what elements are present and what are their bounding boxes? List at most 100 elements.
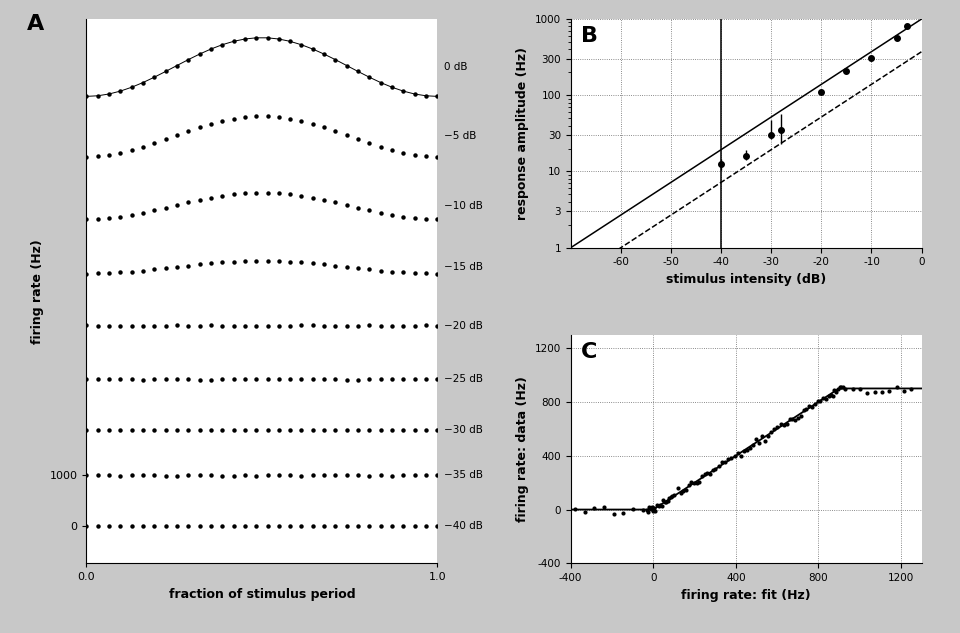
Point xyxy=(596,502,612,512)
X-axis label: firing rate: fit (Hz): firing rate: fit (Hz) xyxy=(682,589,811,601)
Point xyxy=(702,469,717,479)
Point xyxy=(653,500,668,510)
Point xyxy=(651,501,666,511)
Point xyxy=(903,384,919,394)
Point xyxy=(833,382,849,392)
Y-axis label: response amplitude (Hz): response amplitude (Hz) xyxy=(516,47,529,220)
Point xyxy=(827,385,842,396)
Point xyxy=(810,396,826,406)
Point xyxy=(845,384,860,394)
Point xyxy=(577,507,592,517)
Point xyxy=(694,471,709,481)
Point xyxy=(757,436,773,446)
Point xyxy=(730,448,745,458)
Point xyxy=(636,505,651,515)
Point xyxy=(769,422,784,432)
Text: −15 dB: −15 dB xyxy=(444,262,483,272)
Text: −20 dB: −20 dB xyxy=(444,321,483,331)
Point xyxy=(867,387,882,397)
X-axis label: fraction of stimulus period: fraction of stimulus period xyxy=(169,588,355,601)
Point xyxy=(787,415,803,425)
Point xyxy=(859,387,875,398)
Point xyxy=(807,399,823,409)
Point xyxy=(766,424,781,434)
Point xyxy=(823,390,838,400)
Point xyxy=(796,405,811,415)
Point xyxy=(663,492,679,502)
Point xyxy=(751,438,766,448)
Point xyxy=(835,382,851,392)
Point xyxy=(587,503,602,513)
Point xyxy=(718,457,733,467)
Point xyxy=(736,446,752,456)
Point xyxy=(643,505,659,515)
Point xyxy=(664,491,680,501)
Text: 0 dB: 0 dB xyxy=(444,62,468,72)
Point xyxy=(821,391,836,401)
Point xyxy=(661,492,677,503)
Point xyxy=(644,502,660,512)
Text: B: B xyxy=(581,26,598,46)
Point xyxy=(646,506,661,517)
Point xyxy=(567,504,583,514)
Point xyxy=(832,382,848,392)
X-axis label: stimulus intensity (dB): stimulus intensity (dB) xyxy=(666,273,827,286)
Point xyxy=(755,431,770,441)
Point xyxy=(697,469,712,479)
Text: A: A xyxy=(27,13,44,34)
Point xyxy=(705,465,720,475)
Point xyxy=(777,420,792,430)
Point xyxy=(659,497,674,507)
Point xyxy=(615,508,631,518)
Text: −30 dB: −30 dB xyxy=(444,425,483,435)
Point xyxy=(660,496,676,506)
Text: −40 dB: −40 dB xyxy=(444,521,483,531)
Point xyxy=(640,506,656,517)
Point xyxy=(875,387,890,397)
Point xyxy=(780,418,795,429)
Point xyxy=(745,441,760,451)
Point xyxy=(606,509,621,519)
Text: −25 dB: −25 dB xyxy=(444,374,483,384)
Y-axis label: firing rate: data (Hz): firing rate: data (Hz) xyxy=(516,376,529,522)
Point xyxy=(666,490,682,500)
Point xyxy=(711,461,727,471)
Point xyxy=(889,382,904,392)
Point xyxy=(650,499,665,510)
Point xyxy=(639,505,655,515)
Point xyxy=(818,394,833,404)
Point xyxy=(828,387,844,397)
Point xyxy=(676,486,691,496)
Point xyxy=(681,480,696,490)
Point xyxy=(648,506,663,516)
Point xyxy=(763,427,779,437)
Point xyxy=(790,413,805,423)
Point xyxy=(641,503,657,513)
Point xyxy=(721,454,736,464)
Point xyxy=(714,457,730,467)
Point xyxy=(689,479,705,489)
Point xyxy=(670,483,685,493)
Point xyxy=(793,411,808,421)
Point xyxy=(686,479,702,489)
Point xyxy=(802,401,817,411)
Point xyxy=(804,402,820,412)
Point xyxy=(830,384,846,394)
Point xyxy=(897,385,912,396)
Point xyxy=(658,498,673,508)
Point xyxy=(654,501,669,511)
Text: C: C xyxy=(581,341,597,361)
Point xyxy=(727,451,742,461)
Point xyxy=(813,396,828,406)
Point xyxy=(626,504,641,514)
Text: −10 dB: −10 dB xyxy=(444,201,483,211)
Point xyxy=(742,443,757,453)
Point xyxy=(673,487,688,498)
Point xyxy=(684,477,699,487)
Point xyxy=(700,468,715,478)
Point xyxy=(760,430,776,441)
Point xyxy=(815,392,830,403)
Point xyxy=(679,485,694,495)
Point xyxy=(724,453,739,463)
Point xyxy=(852,384,868,394)
